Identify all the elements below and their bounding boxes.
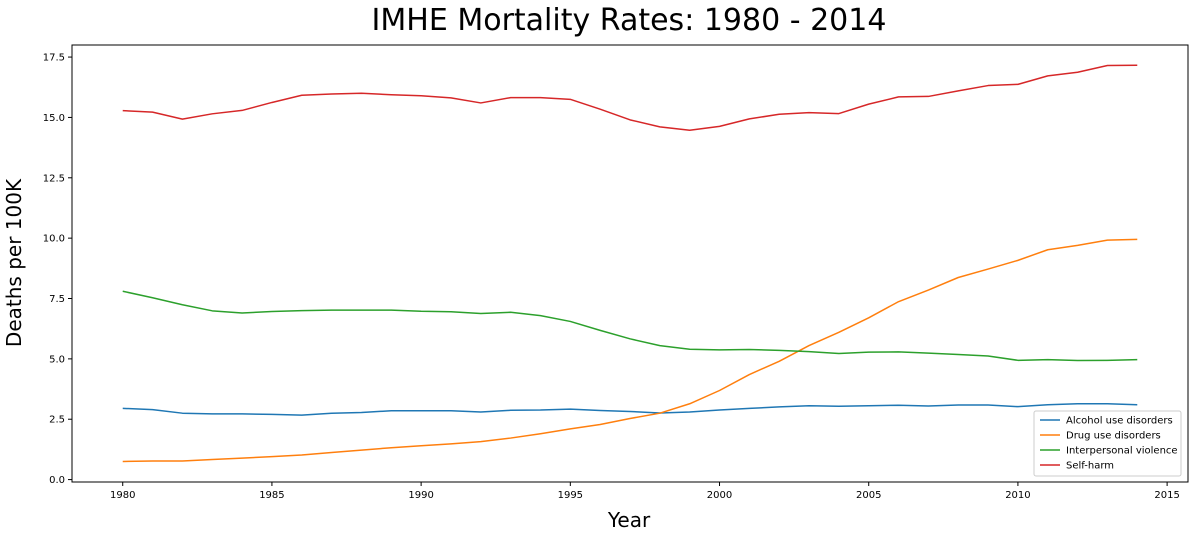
- x-tick-label: 1980: [110, 490, 135, 501]
- x-tick-label: 1990: [408, 490, 433, 501]
- x-axis-label: Year: [607, 508, 651, 532]
- legend-box: [1033, 410, 1182, 477]
- legend: Alcohol use disorders Drug use disorders I…: [1033, 410, 1182, 477]
- x-tick-label: 2000: [707, 490, 732, 501]
- x-tick-label: 1995: [558, 490, 583, 501]
- series-line-alcohol-use-disorders: [122, 403, 1138, 416]
- y-tick-label: 10.0: [43, 234, 65, 245]
- series-line-drug-use-disorders: [122, 238, 1138, 463]
- series-line-self-harm: [122, 64, 1138, 131]
- plot-lines: [122, 64, 1138, 463]
- y-tick-label: 12.5: [43, 173, 65, 184]
- chart-title: IMHE Mortality Rates: 1980 - 2014: [372, 3, 887, 38]
- y-tick-label: 5.0: [49, 354, 65, 365]
- legend-label-interpersonal-violence: Interpersonal violence: [1066, 446, 1178, 457]
- x-axis: 1980 1985 1990 1995 2000 2005 2010 2015: [110, 482, 1180, 501]
- x-tick-label: 2005: [856, 490, 881, 501]
- y-tick-label: 2.5: [49, 415, 65, 426]
- x-tick-label: 2015: [1154, 490, 1179, 501]
- y-axis: 0.0 2.5 5.0 7.5 10.0 12.5 15.0 17.5: [43, 53, 72, 486]
- legend-label-alcohol-use-disorders: Alcohol use disorders: [1066, 416, 1173, 427]
- legend-label-self-harm: Self-harm: [1066, 461, 1114, 472]
- y-tick-label: 15.0: [43, 113, 65, 124]
- y-tick-label: 17.5: [43, 53, 65, 64]
- y-axis-label: Deaths per 100K: [2, 178, 26, 347]
- y-tick-label: 0.0: [49, 475, 65, 486]
- plot-frame: [71, 44, 1189, 483]
- series-line-interpersonal-violence: [122, 290, 1138, 362]
- x-tick-label: 2010: [1005, 490, 1030, 501]
- legend-label-drug-use-disorders: Drug use disorders: [1066, 431, 1161, 442]
- x-tick-label: 1985: [259, 490, 284, 501]
- y-tick-label: 7.5: [49, 294, 65, 305]
